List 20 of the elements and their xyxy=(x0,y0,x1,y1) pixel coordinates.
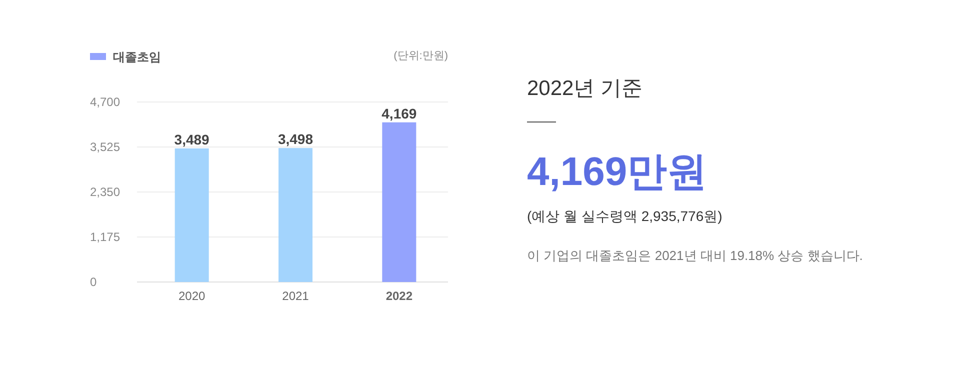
y-tick-label: 0 xyxy=(90,275,97,289)
legend-label: 대졸초임 xyxy=(113,50,161,64)
text: 2022년 기준 xyxy=(527,77,643,100)
x-tick-label: 2021 xyxy=(282,289,310,303)
bar xyxy=(174,148,209,282)
text: 4,169만원 xyxy=(527,150,708,194)
data-label: 3,498 xyxy=(278,131,314,148)
x-tick-label: 2020 xyxy=(178,289,206,303)
bar xyxy=(278,148,312,282)
y-tick-label: 1,175 xyxy=(90,230,120,244)
bar xyxy=(382,122,416,282)
text: 이 기업의 대졸초임은 2021년 대비 19.18% 상승 했습니다. xyxy=(527,248,863,263)
y-tick-label: 3,525 xyxy=(90,140,120,154)
y-tick-label: 4,700 xyxy=(90,95,120,109)
x-tick-label: 2022 xyxy=(386,289,413,303)
data-label: 4,169 xyxy=(382,105,417,122)
data-label: 3,489 xyxy=(174,131,210,148)
y-tick-label: 2,350 xyxy=(90,185,120,199)
text: (예상 월 실수령액 2,935,776원) xyxy=(527,208,722,224)
text: (단위:만원) xyxy=(394,50,448,62)
